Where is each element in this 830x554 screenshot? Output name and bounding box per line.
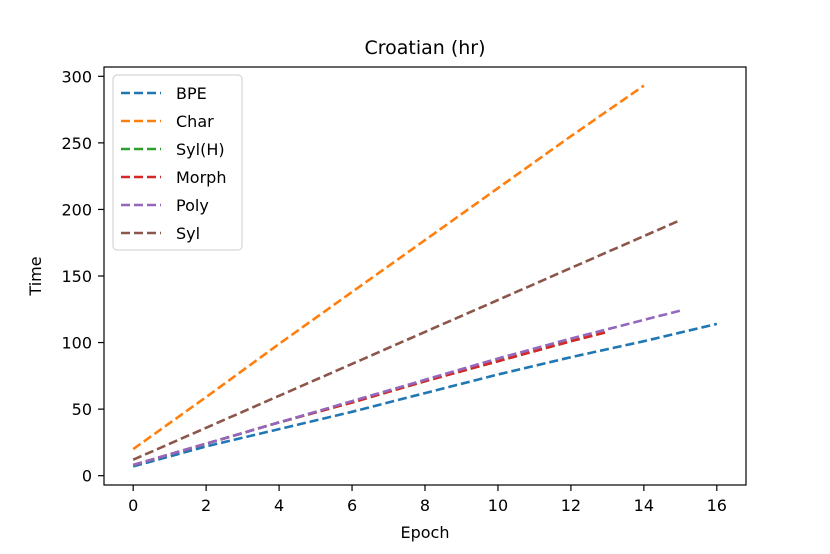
y-axis-ticks: 0 50 100 150 200 250 300 bbox=[61, 67, 104, 486]
chart-title: Croatian (hr) bbox=[364, 37, 485, 59]
y-tick-label: 150 bbox=[61, 267, 92, 286]
x-axis-ticks: 0 2 4 6 8 10 12 14 16 bbox=[128, 485, 727, 515]
series-line-5 bbox=[132, 218, 681, 461]
legend-label-3: Morph bbox=[176, 168, 226, 187]
x-tick-label: 10 bbox=[488, 496, 508, 515]
y-axis-title: Time bbox=[26, 256, 45, 296]
y-tick-label: 100 bbox=[61, 334, 92, 353]
y-tick-label: 200 bbox=[61, 200, 92, 219]
legend-label-4: Poly bbox=[176, 196, 209, 215]
x-tick-label: 0 bbox=[128, 496, 138, 515]
x-tick-label: 16 bbox=[707, 496, 727, 515]
series-line-3 bbox=[132, 330, 608, 467]
x-tick-label: 2 bbox=[201, 496, 211, 515]
x-tick-label: 8 bbox=[420, 496, 430, 515]
legend-label-2: Syl(H) bbox=[176, 140, 225, 159]
legend: BPE Char Syl(H) Morph Poly Syl bbox=[112, 74, 243, 251]
x-tick-label: 4 bbox=[274, 496, 284, 515]
x-tick-label: 6 bbox=[347, 496, 357, 515]
legend-label-1: Char bbox=[176, 112, 214, 131]
legend-label-5: Syl bbox=[176, 224, 200, 243]
legend-label-0: BPE bbox=[176, 84, 207, 103]
x-tick-label: 14 bbox=[634, 496, 654, 515]
x-tick-label: 12 bbox=[561, 496, 581, 515]
series-line-0 bbox=[132, 322, 718, 468]
series-layer bbox=[132, 84, 718, 468]
y-tick-label: 50 bbox=[72, 400, 92, 419]
y-tick-label: 300 bbox=[61, 67, 92, 86]
series-line-1 bbox=[132, 84, 645, 451]
legend-box bbox=[112, 74, 243, 251]
y-tick-label: 0 bbox=[82, 467, 92, 486]
x-axis-title: Epoch bbox=[401, 523, 450, 542]
y-tick-label: 250 bbox=[61, 134, 92, 153]
series-line-4 bbox=[132, 309, 681, 467]
